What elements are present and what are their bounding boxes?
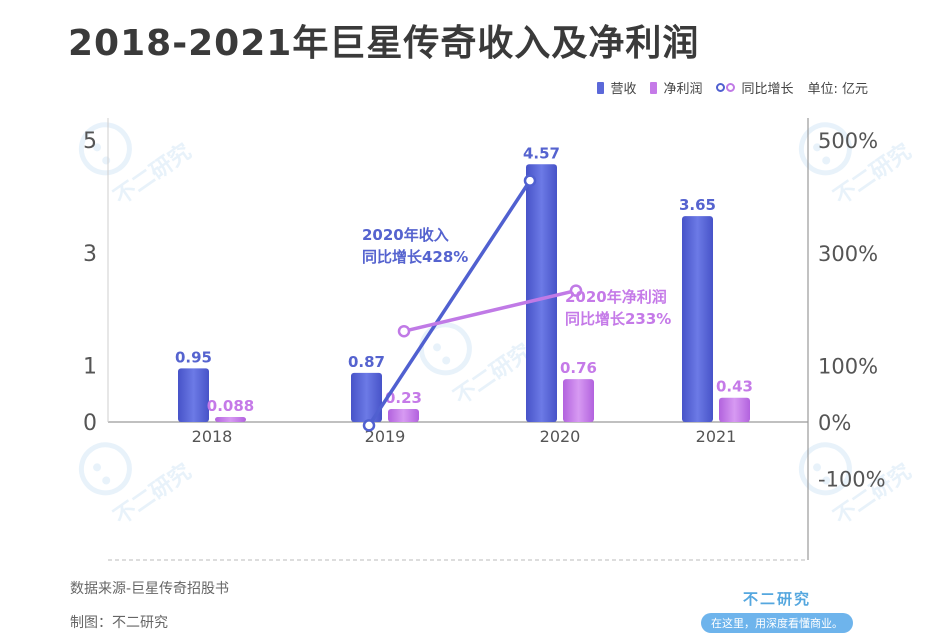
growth-point-revenue: [362, 419, 376, 432]
bar-profit: [719, 397, 750, 422]
legend-ring-icon: [716, 83, 736, 92]
legend-swatch-profit: [650, 81, 658, 94]
legend-unit: 单位: 亿元: [807, 82, 868, 97]
data-label-profit: 0.43: [716, 378, 753, 396]
data-label-profit: 0.23: [385, 389, 422, 407]
chart-lines: [362, 174, 583, 432]
chart-bars: 0.95 0.088 0.870.23 4.57 0.76 3.65 0.43: [175, 144, 753, 422]
made-by-note: 制图：不二研究: [70, 615, 168, 631]
bar-profit: [563, 379, 594, 422]
y-left-tick-label: 5: [83, 129, 97, 154]
source-note: 数据来源-巨星传奇招股书: [70, 581, 230, 597]
growth-point-profit: [569, 284, 583, 297]
legend-label-profit: 净利润: [663, 82, 703, 97]
page-title: 2018-2021年巨星传奇收入及净利润: [68, 23, 700, 64]
legend-item-revenue: 营收: [597, 78, 636, 97]
y-right-tick-label: 0%: [818, 411, 851, 435]
legend-item-profit: 净利润: [650, 78, 702, 97]
watermark-text: 不二研究: [109, 458, 196, 530]
brand-logo: 不二研究 在这里，用深度看懂商业。: [692, 588, 862, 633]
data-label-revenue: 4.57: [523, 144, 560, 162]
bar-profit: [215, 417, 246, 422]
annotation-text: 同比增长428%: [362, 248, 468, 266]
data-label-revenue: 3.65: [679, 196, 716, 214]
annotation-text: 同比增长233%: [565, 310, 671, 328]
brand-name: 不二研究: [742, 590, 811, 608]
data-label-revenue: 0.87: [348, 353, 385, 371]
y-right-tick-label: 500%: [818, 129, 878, 153]
bar-revenue: [682, 216, 713, 422]
chart-axes: 0 1 3 5 -100% 0% 100% 300% 500% 2018 2019 2020 2021: [83, 118, 886, 561]
y-left-tick-label: 1: [83, 355, 97, 380]
bar-profit: [388, 409, 419, 422]
chart-legend: 营收 净利润 同比增长 单位: 亿元: [597, 78, 868, 97]
legend-item-growth: 同比增长: [716, 78, 793, 97]
watermark-icon: 不二研究: [418, 322, 536, 410]
growth-point-profit: [397, 324, 411, 338]
x-tick-label: 2020: [540, 427, 581, 446]
annotation-text: 2020年净利润: [565, 288, 667, 306]
legend-swatch-revenue: [597, 81, 605, 94]
watermark-text: 不二研究: [109, 138, 196, 210]
growth-point-revenue: [523, 174, 537, 187]
watermark-text: 不二研究: [449, 338, 536, 410]
x-tick-label: 2021: [696, 427, 737, 446]
data-label-profit: 0.76: [560, 359, 597, 377]
bar-revenue: [351, 372, 382, 422]
y-right-tick-label: 300%: [818, 242, 878, 266]
y-left-tick-label: 0: [83, 411, 97, 436]
bar-revenue: [526, 164, 557, 422]
x-tick-label: 2019: [365, 427, 406, 446]
brand-slogan: 在这里，用深度看懂商业。: [701, 613, 853, 633]
y-right-tick-label: -100%: [818, 467, 886, 491]
y-right-tick-label: 100%: [818, 355, 878, 379]
growth-line-revenue: [367, 179, 532, 427]
data-label-profit: 0.088: [207, 397, 254, 415]
legend-label-revenue: 营收: [610, 82, 637, 97]
legend-label-growth: 同比增长: [741, 82, 794, 97]
y-left-tick-label: 3: [83, 242, 97, 267]
data-label-revenue: 0.95: [175, 348, 212, 366]
x-tick-label: 2018: [192, 427, 233, 446]
bar-revenue: [178, 368, 209, 422]
growth-line-profit: [403, 288, 577, 333]
annotation-text: 2020年收入: [362, 226, 449, 244]
